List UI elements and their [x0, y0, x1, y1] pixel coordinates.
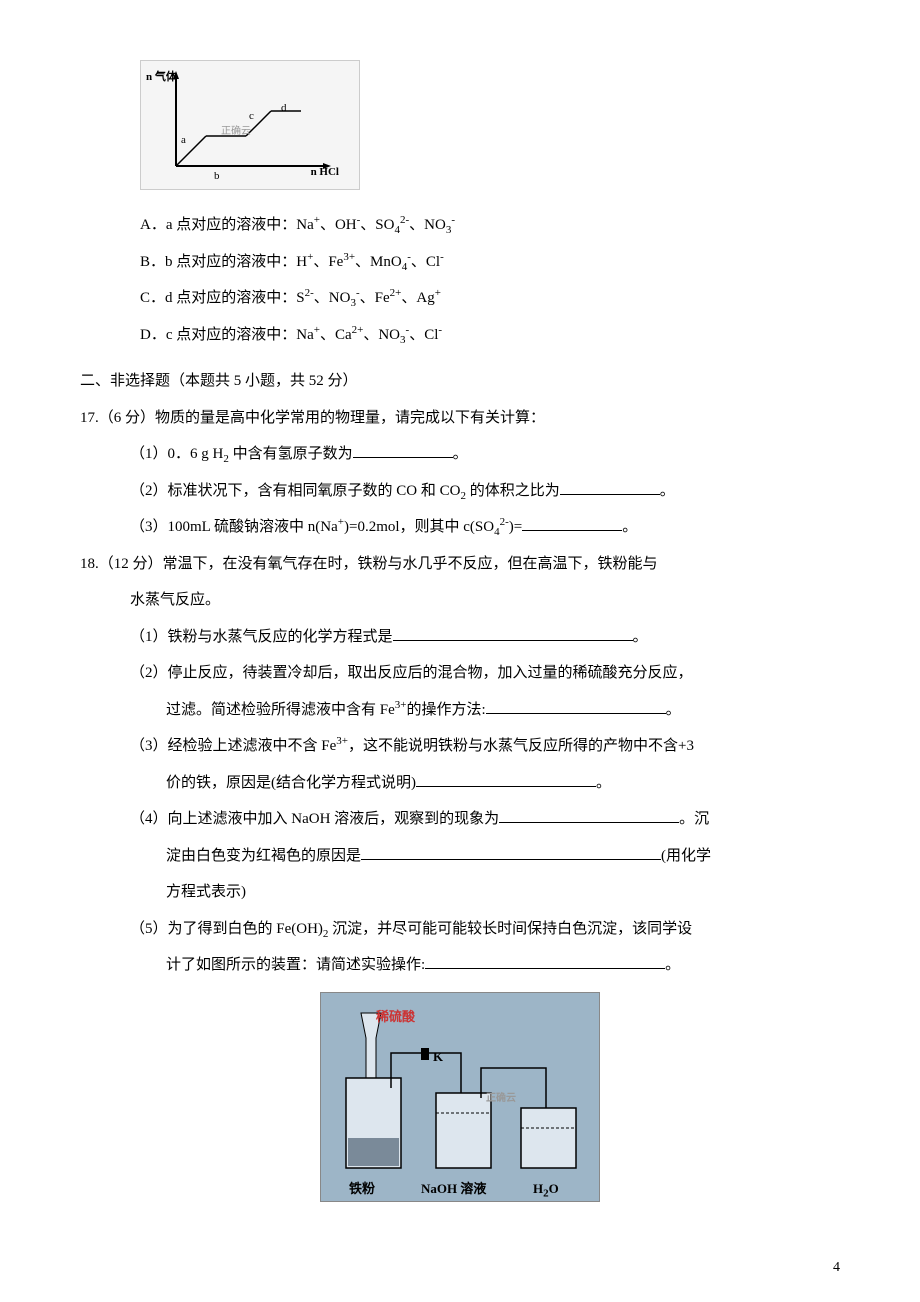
- q18-s5-line2: 计了如图所示的装置：请简述实验操作: 。: [166, 950, 840, 982]
- label-fe: 铁粉: [349, 1175, 375, 1202]
- blank: [416, 769, 596, 787]
- option-b: B．b 点对应的溶液中：H+、Fe3+、MnO4-、Cl-: [140, 247, 840, 279]
- gas-hcl-diagram: n 气体 n HCl a b c d 正确云: [140, 60, 840, 190]
- option-c-text: C．d 点对应的溶液中：S2-、NO3-、Fe2+、Ag+: [140, 290, 441, 306]
- q17-s2: （2）标准状况下，含有相同氧原子数的 CO 和 CO2 的体积之比为 。: [130, 476, 840, 508]
- blank: [560, 477, 660, 495]
- label-k: K: [433, 1043, 443, 1070]
- blank: [486, 696, 666, 714]
- q17-s1-text: （1）0．6 g H2 中含有氢原子数为: [130, 446, 353, 462]
- q17-s2-text: （2）标准状况下，含有相同氧原子数的 CO 和 CO2 的体积之比为: [130, 483, 560, 499]
- q18-s2-line1: （2）停止反应，待装置冷却后，取出反应后的混合物，加入过量的稀硫酸充分反应，: [130, 658, 840, 690]
- q18-s4-line1-post: 。沉: [679, 811, 709, 827]
- q18-stem-line2: 水蒸气反应。: [130, 585, 840, 617]
- section-2-header: 二、非选择题（本题共 5 小题，共 52 分）: [80, 366, 840, 398]
- q18-s3-line2-pre: 价的铁，原因是(结合化学方程式说明): [166, 775, 416, 791]
- option-b-text: B．b 点对应的溶液中：H+、Fe3+、MnO4-、Cl-: [140, 254, 444, 270]
- q17-s1-post: 。: [453, 446, 468, 462]
- label-naoh: NaOH 溶液: [421, 1175, 486, 1202]
- point-d: d: [281, 97, 287, 120]
- q17-stem: 17.（6 分）物质的量是高中化学常用的物理量，请完成以下有关计算：: [80, 403, 840, 435]
- q18-s3-line2: 价的铁，原因是(结合化学方程式说明) 。: [166, 768, 840, 800]
- label-h2o: H2O: [533, 1175, 559, 1202]
- diagram-placeholder: n 气体 n HCl a b c d 正确云: [140, 60, 360, 190]
- q18-s2-line2-post: 。: [666, 702, 681, 718]
- q18-s2-line2: 过滤。简述检验所得滤液中含有 Fe3+的操作方法: 。: [166, 695, 840, 727]
- apparatus-watermark: 正确云: [486, 1088, 516, 1109]
- q18-s1-post: 。: [633, 629, 648, 645]
- blank: [499, 805, 679, 823]
- q18-s1: （1）铁粉与水蒸气反应的化学方程式是 。: [130, 622, 840, 654]
- q18-s4-line1: （4）向上述滤液中加入 NaOH 溶液后，观察到的现象为 。沉: [130, 804, 840, 836]
- q18-s5-line2-pre: 计了如图所示的装置：请简述实验操作:: [166, 957, 425, 973]
- option-c: C．d 点对应的溶液中：S2-、NO3-、Fe2+、Ag+: [140, 283, 840, 315]
- blank: [353, 440, 453, 458]
- q17-s3-text: （3）100mL 硫酸钠溶液中 n(Na+)=0.2mol，则其中 c(SO42…: [130, 519, 522, 535]
- option-d-text: D．c 点对应的溶液中：Na+、Ca2+、NO3-、Cl-: [140, 327, 442, 343]
- blank: [522, 513, 622, 531]
- q18-s2-line2-text: 过滤。简述检验所得滤液中含有 Fe3+的操作方法:: [166, 702, 486, 718]
- apparatus-diagram: 稀硫酸 K 正确云 铁粉 NaOH 溶液 H2O: [320, 992, 600, 1202]
- q18-s3-line1-text: （3）经检验上述滤液中不含 Fe3+，这不能说明铁粉与水蒸气反应所得的产物中不含…: [130, 738, 694, 754]
- q18-s4-line1-pre: （4）向上述滤液中加入 NaOH 溶液后，观察到的现象为: [130, 811, 499, 827]
- q17-s2-post: 。: [660, 483, 675, 499]
- option-a-text: A．a 点对应的溶液中：Na+、OH-、SO42-、NO3-: [140, 217, 455, 233]
- q17-s1: （1）0．6 g H2 中含有氢原子数为 。: [130, 439, 840, 471]
- q17-stem-text: （6 分）物质的量是高中化学常用的物理量，请完成以下有关计算：: [99, 410, 545, 426]
- q18-s1-pre: （1）铁粉与水蒸气反应的化学方程式是: [130, 629, 393, 645]
- option-a: A．a 点对应的溶液中：Na+、OH-、SO42-、NO3-: [140, 210, 840, 242]
- q18-s4-line2-post: (用化学: [661, 848, 711, 864]
- option-d: D．c 点对应的溶液中：Na+、Ca2+、NO3-、Cl-: [140, 320, 840, 352]
- q18-s3-line2-post: 。: [596, 775, 611, 791]
- q18-s5-line2-post: 。: [665, 957, 680, 973]
- q18-s3-line1: （3）经检验上述滤液中不含 Fe3+，这不能说明铁粉与水蒸气反应所得的产物中不含…: [130, 731, 840, 763]
- blank: [361, 842, 661, 860]
- watermark: 正确云: [221, 121, 251, 142]
- blank: [393, 623, 633, 641]
- q17-s3: （3）100mL 硫酸钠溶液中 n(Na+)=0.2mol，则其中 c(SO42…: [130, 512, 840, 544]
- page-number: 4: [833, 1253, 840, 1282]
- apparatus-container: 稀硫酸 K 正确云 铁粉 NaOH 溶液 H2O: [80, 992, 840, 1202]
- point-a: a: [181, 129, 186, 152]
- label-acid: 稀硫酸: [376, 1003, 415, 1030]
- q18-s5-line1-text: （5）为了得到白色的 Fe(OH)2 沉淀，并尽可能可能较长时间保持白色沉淀，该…: [130, 921, 692, 937]
- q18-stem1-text: （12 分）常温下，在没有氧气存在时，铁粉与水几乎不反应，但在高温下，铁粉能与: [99, 556, 658, 572]
- q17-num: 17.: [80, 403, 99, 435]
- q18-s4-line3: 方程式表示): [166, 877, 840, 909]
- q17-s3-post: 。: [622, 519, 637, 535]
- q18-num: 18.: [80, 549, 99, 581]
- q18-s5-line1: （5）为了得到白色的 Fe(OH)2 沉淀，并尽可能可能较长时间保持白色沉淀，该…: [130, 914, 840, 946]
- q18-s4-line2: 淀由白色变为红褐色的原因是 (用化学: [166, 841, 840, 873]
- point-b: b: [214, 165, 220, 188]
- blank: [425, 951, 665, 969]
- q18-s4-line2-pre: 淀由白色变为红褐色的原因是: [166, 848, 361, 864]
- q18-stem-line1: 18.（12 分）常温下，在没有氧气存在时，铁粉与水几乎不反应，但在高温下，铁粉…: [80, 549, 840, 581]
